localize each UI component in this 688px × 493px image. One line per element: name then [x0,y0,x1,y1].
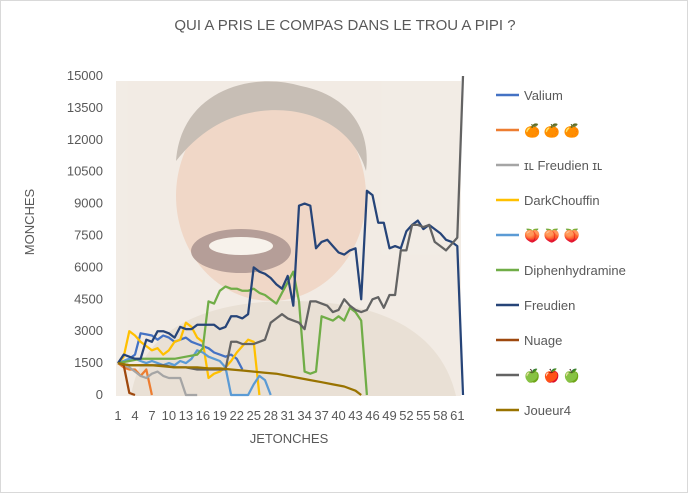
y-tick-label: 6000 [74,259,103,274]
legend-entry: 🍏 🍎 🍏 [524,367,580,383]
y-tick-label: 9000 [74,196,103,211]
series-line-9 [117,361,362,396]
x-tick-label: 61 [450,408,464,423]
legend: Valium 🍊 🍊 🍊 ɪʟ Freudien ɪʟ DarkChouffin 🍑 🍑… [496,88,626,418]
series-line-2 [117,362,198,397]
x-tick-label: 40 [331,408,345,423]
y-tick-label: 3000 [74,323,103,338]
legend-entry: Freudien [524,298,575,313]
y-tick-label: 0 [96,387,103,402]
x-tick-label: 4 [131,408,138,423]
y-tick-label: 13500 [67,100,103,115]
x-tick-labels: 1 4 7 10 13 16 19 22 25 28 31 34 37 40 43 46 49 52 55 58 61 [114,408,464,423]
x-tick-label: 25 [247,408,261,423]
series-line-6 [117,189,465,396]
y-tick-label: 15000 [67,68,103,83]
legend-entry: Nuage [524,333,562,348]
series-line-5 [117,270,369,396]
x-tick-label: 43 [348,408,362,423]
chart-title: QUI A PRIS LE COMPAS DANS LE TROU A PIPI… [174,17,515,34]
legend-entry: Valium [524,88,563,103]
y-tick-label: 12000 [67,132,103,147]
y-axis-title: MONCHES [22,188,37,255]
series-line-3 [117,321,261,396]
x-tick-label: 49 [382,408,396,423]
x-tick-label: 28 [263,408,277,423]
x-tick-label: 58 [433,408,447,423]
x-tick-label: 55 [416,408,430,423]
x-tick-label: 22 [230,408,244,423]
x-tick-label: 46 [365,408,379,423]
legend-entry: Diphenhydramine [524,263,626,278]
y-tick-label: 1500 [74,355,103,370]
y-tick-labels: 0 1500 3000 4500 6000 7500 9000 10500 12000 13500… [67,68,103,402]
x-tick-label: 52 [399,408,413,423]
legend-entry: DarkChouffin [524,193,600,208]
x-axis-title: JETONCHES [250,431,329,446]
legend-entry: 🍊 🍊 🍊 [524,123,581,138]
x-tick-label: 1 [114,408,121,423]
x-tick-label: 7 [148,408,155,423]
x-tick-label: 13 [179,408,193,423]
y-tick-label: 7500 [74,228,103,243]
x-tick-label: 34 [297,408,311,423]
x-tick-label: 10 [162,408,176,423]
y-tick-label: 4500 [74,291,103,306]
x-tick-label: 19 [213,408,227,423]
legend-entry: 🍑 🍑 🍑 [524,228,580,243]
x-tick-label: 31 [280,408,294,423]
series-lines [117,75,465,397]
x-tick-label: 37 [314,408,328,423]
y-tick-label: 10500 [67,164,103,179]
legend-entry: Joueur4 [524,403,571,418]
x-tick-label: 16 [196,408,210,423]
legend-entry: ɪʟ Freudien ɪʟ [524,158,602,173]
